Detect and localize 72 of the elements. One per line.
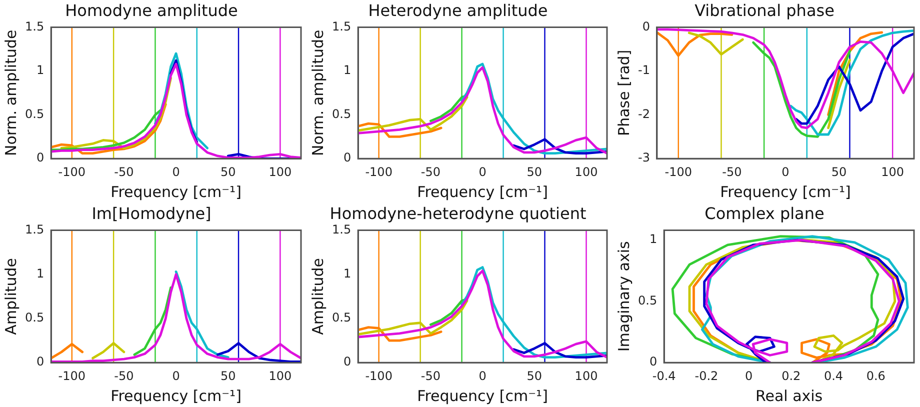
chart-title: Complex plane	[704, 204, 824, 223]
x-axis-title: Frequency [cm⁻¹]	[417, 386, 548, 405]
y-tick-label: 1	[343, 63, 352, 78]
x-tick-label: 100	[574, 368, 598, 383]
y-tick-label: 1	[36, 63, 44, 78]
x-tick-label: 0	[172, 164, 180, 179]
x-tick-label: -100	[664, 164, 692, 179]
x-tick-label: -100	[58, 164, 86, 179]
x-tick-label: 0	[172, 368, 180, 383]
y-tick-label: -3	[638, 150, 650, 165]
x-axis-title: Frequency [cm⁻¹]	[417, 182, 548, 201]
x-axis-title: Frequency [cm⁻¹]	[110, 182, 242, 201]
x-tick-label: -50	[420, 164, 440, 179]
y-tick-label: 1	[649, 232, 658, 246]
x-tick-label: 100	[881, 164, 904, 179]
y-tick-label: 0.5	[332, 106, 352, 121]
x-tick-label: -100	[58, 368, 86, 383]
y-tick-label: 1.5	[24, 19, 44, 34]
y-tick-label: 0.5	[638, 293, 658, 308]
y-tick-label: 1.5	[332, 19, 352, 34]
x-axis-title: Frequency [cm⁻¹]	[110, 386, 242, 405]
y-tick-label: 0	[642, 19, 650, 34]
x-tick-label: -0.2	[694, 368, 718, 383]
y-tick-label: 0.5	[332, 310, 352, 325]
y-tick-label: -1	[638, 63, 650, 78]
y-tick-label: 1.5	[332, 222, 352, 236]
x-tick-label: 0	[782, 164, 790, 179]
chart-title: Im[Homodyne]	[92, 204, 212, 223]
y-axis-title: Amplitude	[2, 258, 20, 335]
y-tick-label: 1	[343, 266, 352, 280]
x-tick-label: -100	[365, 164, 392, 179]
chart-title: Homodyne amplitude	[65, 0, 238, 20]
x-tick-label: -0.4	[652, 368, 676, 383]
x-tick-label: 0.2	[782, 368, 801, 383]
y-axis-title: Phase [rad]	[614, 50, 633, 136]
y-axis-title: Imaginary axis	[614, 240, 633, 352]
y-axis-title: Norm. amplitude	[2, 30, 20, 156]
x-tick-label: 0	[478, 164, 486, 179]
chart-title: Heterodyne amplitude	[368, 0, 548, 20]
x-tick-label: 0	[478, 368, 486, 383]
x-tick-label: -50	[420, 368, 440, 383]
y-tick-label: 0.5	[24, 106, 44, 121]
y-tick-label: 0.5	[24, 310, 44, 325]
x-tick-label: -100	[365, 368, 392, 383]
x-tick-label: 100	[268, 164, 292, 179]
x-tick-label: 50	[526, 164, 542, 179]
x-axis-title: Real axis	[755, 386, 823, 405]
y-tick-label: 1.5	[24, 222, 44, 236]
x-tick-label: 0	[744, 368, 753, 383]
y-tick-label: -2	[638, 106, 650, 121]
x-tick-label: 100	[574, 164, 598, 179]
y-tick-label: 0	[36, 354, 44, 369]
y-tick-label: 0	[36, 150, 44, 165]
x-tick-label: 0.6	[866, 368, 886, 383]
y-axis-title: Amplitude	[308, 258, 327, 335]
x-tick-label: 50	[220, 368, 236, 383]
y-axis-title: Norm. amplitude	[308, 30, 327, 156]
y-tick-label: 0	[343, 150, 352, 165]
chart-title: Vibrational phase	[694, 0, 834, 20]
chart-title: Homodyne-heterodyne quotient	[330, 204, 586, 223]
x-tick-label: -50	[114, 368, 134, 383]
y-tick-label: 0	[649, 354, 658, 369]
x-tick-label: -50	[722, 164, 742, 179]
x-tick-label: 100	[268, 368, 292, 383]
y-tick-label: 1	[36, 266, 44, 280]
x-tick-label: 50	[831, 164, 847, 179]
x-tick-label: -50	[114, 164, 134, 179]
x-axis-title: Frequency [cm⁻¹]	[720, 182, 851, 201]
x-tick-label: 50	[220, 164, 236, 179]
x-tick-label: 0.4	[824, 368, 844, 383]
x-tick-label: 50	[526, 368, 542, 383]
y-tick-label: 0	[343, 354, 352, 369]
